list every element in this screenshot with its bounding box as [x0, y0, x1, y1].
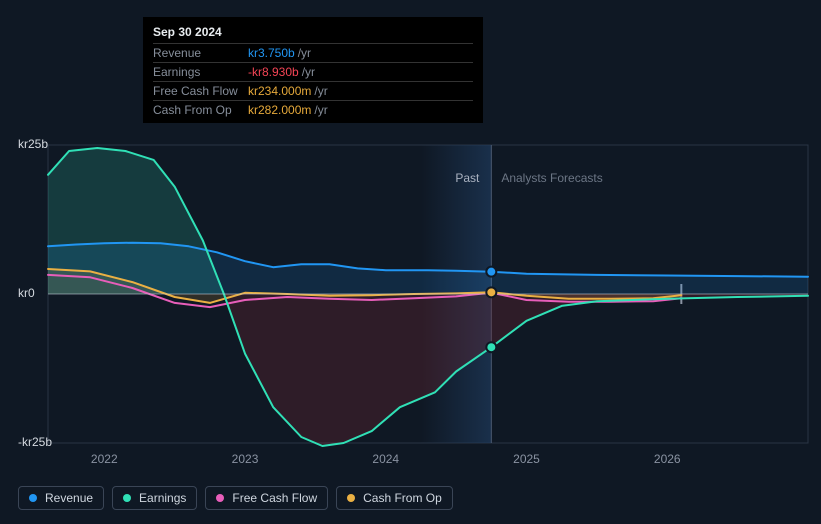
plot-svg — [48, 145, 808, 443]
legend-dot — [123, 494, 131, 502]
x-axis-label: 2024 — [372, 452, 399, 466]
tooltip-metric-label: Free Cash Flow — [153, 84, 248, 98]
tooltip-metric-unit: /yr — [314, 103, 327, 117]
legend-label: Revenue — [45, 491, 93, 505]
legend-item[interactable]: Earnings — [112, 486, 197, 510]
x-axis-label: 2026 — [654, 452, 681, 466]
y-axis-label: -kr25b — [18, 435, 52, 449]
tooltip-row: Free Cash Flowkr234.000m/yr — [153, 81, 473, 100]
y-axis-label: kr0 — [18, 286, 35, 300]
legend-item[interactable]: Revenue — [18, 486, 104, 510]
tooltip-metric-unit: /yr — [302, 65, 315, 79]
forecast-label: Analysts Forecasts — [501, 171, 602, 185]
legend: Revenue Earnings Free Cash Flow Cash From O… — [18, 486, 453, 510]
tooltip: Sep 30 2024 Revenuekr3.750b/yrEarnings-k… — [143, 17, 483, 123]
tooltip-date: Sep 30 2024 — [153, 25, 473, 39]
chart-container: Sep 30 2024 Revenuekr3.750b/yrEarnings-k… — [0, 0, 821, 524]
tooltip-metric-value: kr282.000m — [248, 103, 311, 117]
legend-dot — [216, 494, 224, 502]
tooltip-metric-value: kr234.000m — [248, 84, 311, 98]
legend-dot — [29, 494, 37, 502]
tooltip-metric-label: Earnings — [153, 65, 248, 79]
x-axis-label: 2025 — [513, 452, 540, 466]
tooltip-row: Earnings-kr8.930b/yr — [153, 62, 473, 81]
legend-dot — [347, 494, 355, 502]
chart-area: Past Analysts Forecasts kr25bkr0-kr25b — [18, 125, 808, 445]
legend-label: Earnings — [139, 491, 186, 505]
legend-item[interactable]: Free Cash Flow — [205, 486, 328, 510]
legend-label: Free Cash Flow — [232, 491, 317, 505]
y-axis-label: kr25b — [18, 137, 48, 151]
x-axis-label: 2023 — [232, 452, 259, 466]
past-label: Past — [455, 171, 479, 185]
tooltip-metric-label: Cash From Op — [153, 103, 248, 117]
x-axis: 2022 2023 2024 2025 2026 — [48, 452, 808, 468]
tooltip-metric-unit: /yr — [298, 46, 311, 60]
x-axis-label: 2022 — [91, 452, 118, 466]
tooltip-row: Revenuekr3.750b/yr — [153, 43, 473, 62]
tooltip-row: Cash From Opkr282.000m/yr — [153, 100, 473, 119]
tooltip-metric-label: Revenue — [153, 46, 248, 60]
legend-item[interactable]: Cash From Op — [336, 486, 453, 510]
tooltip-metric-value: kr3.750b — [248, 46, 295, 60]
tooltip-metric-unit: /yr — [314, 84, 327, 98]
tooltip-metric-value: -kr8.930b — [248, 65, 299, 79]
legend-label: Cash From Op — [363, 491, 442, 505]
